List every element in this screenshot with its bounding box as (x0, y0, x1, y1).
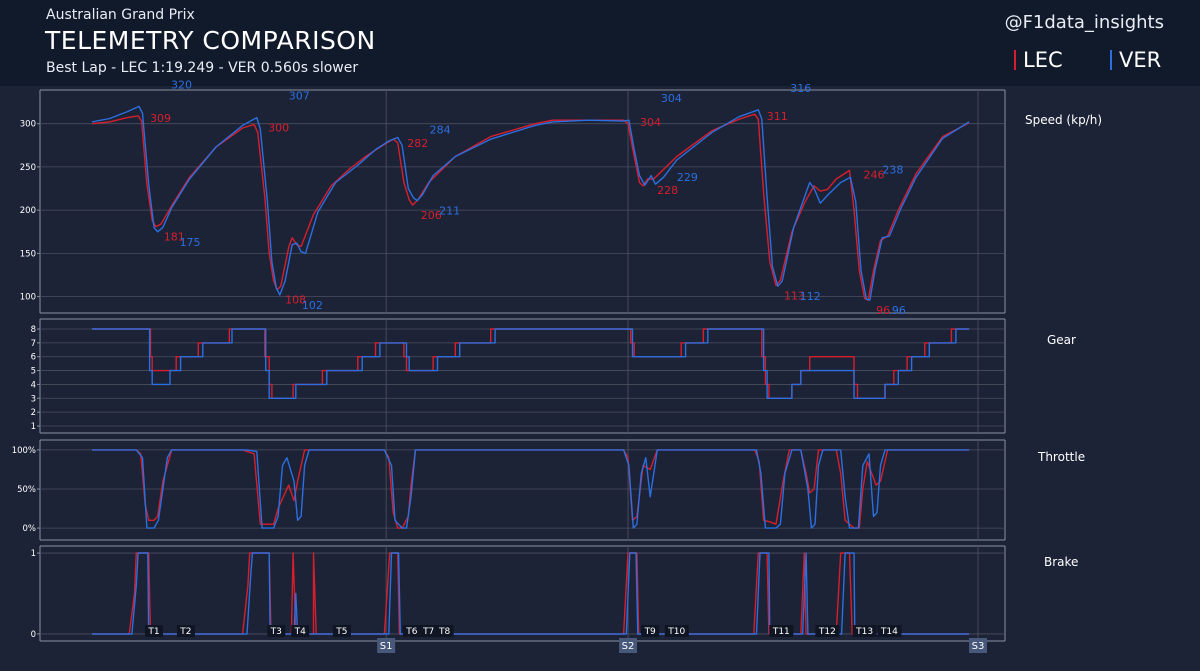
sector-marker-label: S3 (972, 641, 985, 652)
turn-marker-label: T13 (855, 627, 873, 637)
brake-ytick-label: 1 (31, 549, 36, 559)
turn-marker-label: T14 (880, 627, 898, 637)
speed-data-label-lec: 309 (150, 112, 171, 125)
gear-ytick-label: 1 (31, 422, 36, 432)
legend-label-ver: VER (1119, 48, 1162, 72)
turn-marker-label: T6 (405, 627, 417, 637)
speed-line-lec (91, 113, 970, 301)
turn-marker-box (332, 625, 351, 637)
turn-marker-label: T2 (179, 627, 191, 637)
turn-marker-box (815, 625, 840, 637)
speed-data-label-ver: 320 (171, 78, 192, 91)
throttle-line-ver (92, 449, 970, 529)
speed-data-label-lec: 300 (268, 122, 289, 135)
speed-ytick-label: 150 (20, 249, 36, 259)
sector-marker-box (377, 638, 396, 653)
gear-ytick-label: 6 (31, 353, 36, 363)
speed-data-label-lec: 108 (285, 294, 306, 307)
speed-data-label-lec: 113 (784, 289, 805, 302)
speed-ytick-label: 250 (20, 163, 36, 173)
lap-info: Best Lap - LEC 1:19.249 - VER 0.560s slo… (46, 60, 359, 76)
speed-data-label-lec: 96 (876, 304, 890, 317)
turn-marker-box (176, 625, 195, 637)
gear-ytick-label: 2 (31, 408, 36, 418)
speed-data-label-lec: 246 (864, 168, 885, 181)
speed-data-label-ver: 96 (892, 304, 906, 317)
speed-data-label-lec: 181 (164, 231, 185, 244)
speed-data-label-ver: 211 (439, 205, 460, 218)
speed-panel-label: Speed (kp/h) (1025, 113, 1102, 127)
turn-marker-label: T8 (438, 627, 450, 637)
turn-marker-box (769, 625, 794, 637)
speed-data-label-ver: 316 (790, 82, 811, 95)
turn-marker-label: T3 (270, 627, 282, 637)
page-title: TELEMETRY COMPARISON (45, 26, 376, 55)
brake-ytick-label: 0 (31, 630, 36, 640)
turn-marker-box (291, 625, 310, 637)
throttle-ytick-label: 100% (12, 446, 36, 456)
throttle-ytick-label: 0% (23, 524, 37, 534)
speed-data-label-lec: 228 (657, 184, 678, 197)
sector-marker-label: S1 (380, 641, 393, 652)
turn-marker-box (402, 625, 421, 637)
turn-marker-box (267, 625, 286, 637)
gear-line-ver (92, 328, 970, 399)
turn-marker-label: T11 (772, 627, 790, 637)
speed-data-label-ver: 175 (180, 236, 201, 249)
speed-ytick-label: 100 (20, 293, 36, 303)
turn-marker-box (419, 625, 438, 637)
speed-data-label-ver: 307 (289, 90, 310, 103)
sector-marker-label: S2 (622, 641, 635, 652)
turn-marker-box (641, 625, 660, 637)
turn-marker-box (435, 625, 454, 637)
header: Australian Grand Prix TELEMETRY COMPARIS… (0, 0, 1200, 86)
gear-ytick-label: 5 (31, 367, 36, 377)
speed-data-label-lec: 311 (767, 110, 788, 123)
turn-marker-label: T9 (644, 627, 656, 637)
turn-marker-label: T7 (422, 627, 434, 637)
turn-marker-box (664, 625, 689, 637)
speed-data-label-ver: 102 (302, 299, 323, 312)
turn-marker-label: T5 (335, 627, 347, 637)
speed-data-label-lec: 282 (407, 137, 428, 150)
speed-data-label-ver: 284 (430, 124, 451, 137)
speed-data-label-lec: 304 (640, 116, 661, 129)
speed-data-label-ver: 229 (677, 171, 698, 184)
throttle-ytick-label: 50% (17, 485, 36, 495)
speed-data-label-ver: 238 (882, 163, 903, 176)
gear-line-lec (92, 328, 970, 399)
turn-marker-label: T4 (294, 627, 306, 637)
throttle-panel-label: Throttle (1037, 450, 1085, 464)
brake-panel-label: Brake (1044, 555, 1078, 569)
turn-marker-box (877, 625, 902, 637)
speed-data-label-ver: 112 (800, 290, 821, 303)
turn-marker-label: T1 (147, 627, 159, 637)
gear-ytick-label: 8 (31, 325, 36, 335)
speed-ytick-label: 300 (20, 120, 36, 130)
gear-ytick-label: 3 (31, 394, 36, 404)
legend-swatch-ver (1110, 50, 1112, 70)
speed-data-label-lec: 206 (421, 209, 442, 222)
turn-marker-box (852, 625, 877, 637)
legend-lec: LEC (1014, 48, 1063, 72)
brake-line-lec (92, 552, 970, 635)
author-handle: @F1data_insights (1004, 12, 1164, 33)
speed-line-ver (91, 105, 970, 301)
sector-marker-box (969, 638, 987, 653)
gear-ytick-label: 7 (31, 339, 36, 349)
legend-swatch-lec (1014, 50, 1016, 70)
gear-ytick-label: 4 (31, 380, 36, 390)
turn-marker-label: T10 (667, 627, 685, 637)
legend-label-lec: LEC (1023, 48, 1063, 72)
gear-panel-label: Gear (1047, 333, 1076, 347)
sector-marker-box (619, 638, 638, 653)
turn-marker-box (145, 625, 164, 637)
legend-ver: VER (1110, 48, 1161, 72)
speed-data-label-ver: 304 (661, 92, 682, 105)
turn-marker-label: T12 (818, 627, 836, 637)
event-name: Australian Grand Prix (46, 7, 195, 23)
brake-line-ver (92, 552, 970, 635)
speed-ytick-label: 200 (20, 206, 36, 216)
